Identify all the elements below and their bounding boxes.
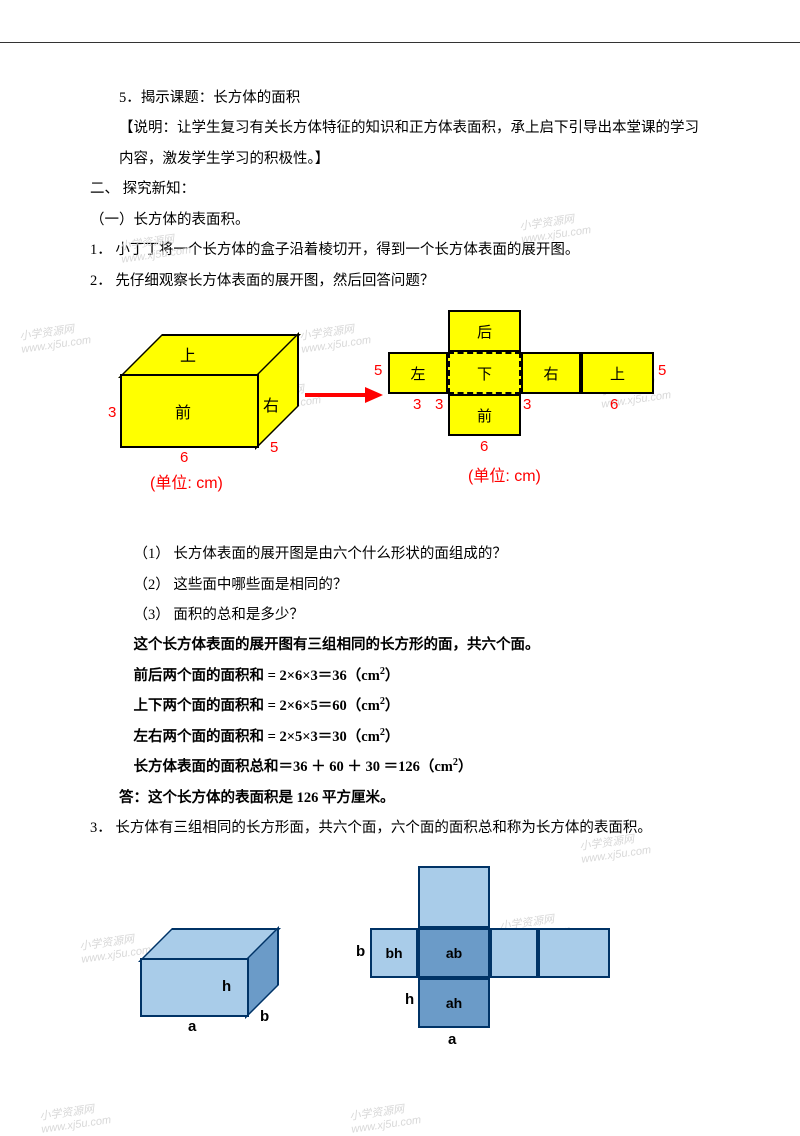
figure-cuboid-net-blue: h a b bh ab ah b h a xyxy=(90,858,710,1073)
answer-line: 前后两个面的面积和 = 2×6×3＝36（cm2） xyxy=(90,661,710,691)
dim-label: 3 xyxy=(435,396,443,413)
dim-label: 6 xyxy=(180,449,188,466)
text-line: 5．揭示课题：长方体的面积 xyxy=(90,83,710,113)
net-left: 左 xyxy=(388,352,448,394)
question-line: （2） 这些面中哪些面是相同的？ xyxy=(90,570,710,600)
answer-line: 上下两个面的面积和 = 2×6×5＝60（cm2） xyxy=(90,691,710,721)
answer-line: 这个长方体表面的展开图有三组相同的长方形的面，共六个面。 xyxy=(90,630,710,660)
dim-label: 3 xyxy=(108,404,116,421)
figure-cuboid-net-yellow: 上 右 前 3 6 5 (单位: cm) 后 左 下 右 上 前 5 5 3 3… xyxy=(90,304,710,534)
dim-label: a xyxy=(448,1031,456,1048)
text-line: 1． 小丁丁将一个长方体的盒子沿着棱切开，得到一个长方体表面的展开图。 xyxy=(90,235,710,265)
net-far xyxy=(538,928,610,978)
dim-label: b xyxy=(356,943,365,960)
net-top: 上 xyxy=(581,352,654,394)
watermark: 小学资源网www.xj5u.com xyxy=(38,1098,112,1136)
net-right: 右 xyxy=(521,352,581,394)
answer-line: 答：这个长方体的表面积是 126 平方厘米。 xyxy=(90,783,710,813)
net-top xyxy=(418,866,490,928)
watermark: 小学资源网www.xj5u.com xyxy=(18,318,92,356)
dim-label: 5 xyxy=(374,362,382,379)
net-cell-ab: ab xyxy=(418,928,490,978)
dim-label: a xyxy=(188,1018,196,1035)
dim-label: 5 xyxy=(270,439,278,456)
dim-label: h xyxy=(222,978,231,995)
unit-label: (单位: cm) xyxy=(150,469,223,493)
page-root: 小学资源网www.xj5u.com 小学资源网www.xj5u.com 小学资源… xyxy=(0,42,800,1103)
text-line: 3． 长方体有三组相同的长方形面，共六个面，六个面的面积总和称为长方体的表面积。 xyxy=(90,813,710,843)
dim-label: 3 xyxy=(523,396,531,413)
question-line: （1） 长方体表面的展开图是由六个什么形状的面组成的？ xyxy=(90,539,710,569)
arrow-icon xyxy=(305,385,385,405)
question-line: （3） 面积的总和是多少？ xyxy=(90,600,710,630)
dim-label: b xyxy=(260,1008,269,1025)
unit-label: (单位: cm) xyxy=(468,462,541,486)
dim-label: 6 xyxy=(610,396,618,413)
dim-label: 6 xyxy=(480,438,488,455)
net-cell-ah: ah xyxy=(418,978,490,1028)
net-cell-bh: bh xyxy=(370,928,418,978)
net-right xyxy=(490,928,538,978)
text-line: （一）长方体的表面积。 xyxy=(90,205,710,235)
face-label-top: 上 xyxy=(180,342,196,366)
answer-line: 左右两个面的面积和 = 2×5×3＝30（cm2） xyxy=(90,722,710,752)
text-line: 【说明：让学生复习有关长方体特征的知识和正方体表面积，承上启下引导出本堂课的学习… xyxy=(90,113,710,174)
section-heading: 二、 探究新知： xyxy=(90,174,710,204)
net-back: 后 xyxy=(448,310,521,352)
cuboid-front-face xyxy=(140,958,249,1017)
answer-line: 长方体表面的面积总和＝36 ＋ 60 ＋ 30 ＝126（cm2） xyxy=(90,752,710,782)
net-bottom: 下 xyxy=(448,352,521,394)
watermark: 小学资源网www.xj5u.com xyxy=(348,1098,422,1136)
text-line: 2． 先仔细观察长方体表面的展开图，然后回答问题？ xyxy=(90,266,710,296)
face-label-right: 右 xyxy=(263,392,279,416)
dim-label: 3 xyxy=(413,396,421,413)
net-front: 前 xyxy=(448,394,521,436)
dim-label: 5 xyxy=(658,362,666,379)
face-label-front: 前 xyxy=(175,399,191,423)
dim-label: h xyxy=(405,991,414,1008)
